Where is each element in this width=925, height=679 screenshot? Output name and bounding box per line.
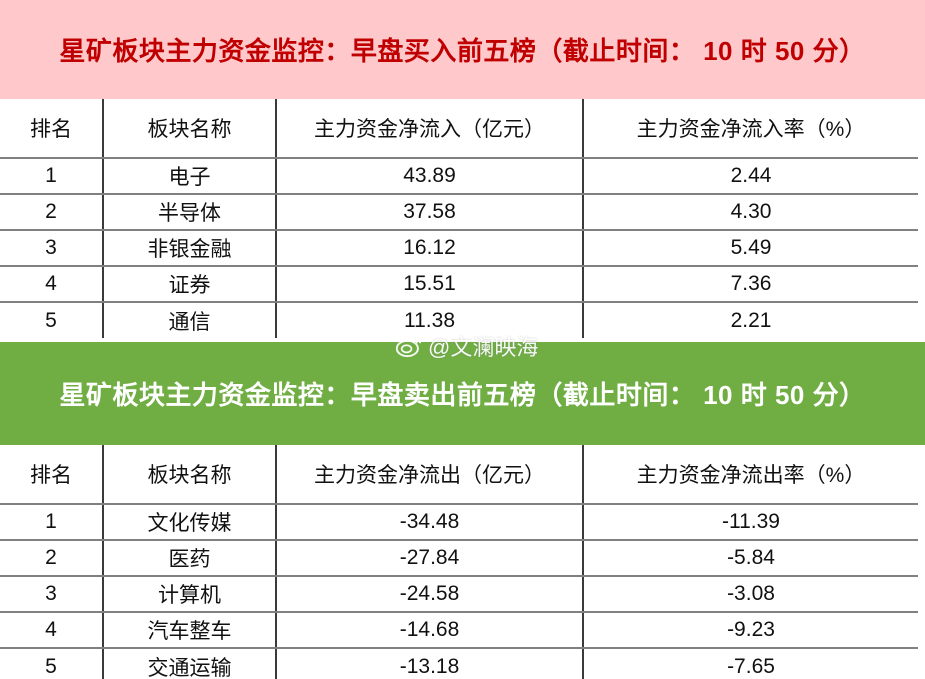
- sell-sector: 计算机: [102, 576, 276, 613]
- table-row: 1 电子 43.89 2.44: [0, 158, 918, 195]
- buy-banner-title: 星矿板块主力资金监控：早盘买入前五榜（截止时间： 10 时 50 分）: [59, 36, 866, 66]
- buy-net-inflow: 16.12: [275, 230, 583, 267]
- buy-col-header-sector: 板块名称: [102, 99, 276, 159]
- buy-net-inflow: 43.89: [275, 158, 583, 195]
- sell-col-header-net-outflow: 主力资金净流出（亿元）: [275, 445, 583, 505]
- sell-net-outflow-rate: -11.39: [582, 504, 918, 541]
- buy-net-inflow-rate: 7.36: [582, 266, 918, 303]
- buy-net-inflow-rate: 5.49: [582, 230, 918, 267]
- buy-rank: 4: [0, 266, 103, 303]
- sell-net-outflow: -14.68: [275, 612, 583, 649]
- buy-net-inflow-rate: 2.21: [582, 302, 918, 338]
- buy-rank: 2: [0, 194, 103, 231]
- buy-net-inflow-rate: 2.44: [582, 158, 918, 195]
- sell-rank: 4: [0, 612, 103, 649]
- sell-col-header-rank: 排名: [0, 445, 103, 505]
- table-row: 5 交通运输 -13.18 -7.65: [0, 648, 918, 679]
- table-row: 2 医药 -27.84 -5.84: [0, 540, 918, 577]
- buy-net-inflow: 11.38: [275, 302, 583, 338]
- sell-net-outflow-rate: -5.84: [582, 540, 918, 577]
- buy-rank: 1: [0, 158, 103, 195]
- buy-net-inflow: 37.58: [275, 194, 583, 231]
- sell-rank: 5: [45, 654, 57, 678]
- buy-section-banner: 星矿板块主力资金监控：早盘买入前五榜（截止时间： 10 时 50 分）: [0, 0, 925, 99]
- table-row: 3 非银金融 16.12 5.49: [0, 230, 918, 267]
- sell-sector: 医药: [102, 540, 276, 577]
- buy-col-header-net-inflow: 主力资金净流入（亿元）: [275, 99, 583, 159]
- sell-sector: 文化传媒: [102, 504, 276, 541]
- sell-rank: 3: [0, 576, 103, 613]
- sell-rank: 2: [0, 540, 103, 577]
- table-row: 4 汽车整车 -14.68 -9.23: [0, 612, 918, 649]
- sell-col-header-sector: 板块名称: [102, 445, 276, 505]
- sell-col-header-net-outflow-rate: 主力资金净流出率（%）: [582, 445, 918, 505]
- sell-ranking-table: 排名 板块名称 主力资金净流出（亿元） 主力资金净流出率（%） 1 文化传媒 -…: [0, 445, 918, 679]
- sell-net-outflow: -13.18: [275, 648, 583, 679]
- buy-rank: 5: [45, 308, 57, 332]
- buy-table-header-row: 排名 板块名称 主力资金净流入（亿元） 主力资金净流入率（%）: [0, 99, 918, 159]
- buy-net-inflow-rate: 4.30: [582, 194, 918, 231]
- sell-net-outflow-rate: -7.65: [582, 648, 918, 679]
- sell-sector: 交通运输: [102, 648, 276, 679]
- section-spacer: [0, 338, 925, 342]
- sell-banner-title: 星矿板块主力资金监控：早盘卖出前五榜（截止时间： 10 时 50 分）: [59, 380, 866, 410]
- sell-net-outflow-rate: -3.08: [582, 576, 918, 613]
- buy-sector: 非银金融: [102, 230, 276, 267]
- sell-net-outflow: -27.84: [275, 540, 583, 577]
- table-row: 4 证券 15.51 7.36: [0, 266, 918, 303]
- buy-col-header-net-inflow-rate: 主力资金净流入率（%）: [582, 99, 918, 159]
- buy-sector: 半导体: [102, 194, 276, 231]
- buy-net-inflow: 15.51: [275, 266, 583, 303]
- buy-ranking-table: 排名 板块名称 主力资金净流入（亿元） 主力资金净流入率（%） 1 电子 43.…: [0, 99, 918, 338]
- buy-sector: 电子: [102, 158, 276, 195]
- buy-sector: 通信: [102, 302, 276, 338]
- sell-net-outflow-rate: -9.23: [582, 612, 918, 649]
- sell-net-outflow: -24.58: [275, 576, 583, 613]
- table-row: 2 半导体 37.58 4.30: [0, 194, 918, 231]
- buy-col-header-rank: 排名: [0, 99, 103, 159]
- table-row: 5 通信 11.38 2.21: [0, 302, 918, 338]
- sell-sector: 汽车整车: [102, 612, 276, 649]
- buy-rank: 3: [0, 230, 103, 267]
- buy-sector: 证券: [102, 266, 276, 303]
- sell-rank: 1: [0, 504, 103, 541]
- table-row: 1 文化传媒 -34.48 -11.39: [0, 504, 918, 541]
- sell-table-header-row: 排名 板块名称 主力资金净流出（亿元） 主力资金净流出率（%）: [0, 445, 918, 505]
- table-row: 3 计算机 -24.58 -3.08: [0, 576, 918, 613]
- sell-section-banner: 星矿板块主力资金监控：早盘卖出前五榜（截止时间： 10 时 50 分）: [0, 342, 925, 445]
- sell-net-outflow: -34.48: [275, 504, 583, 541]
